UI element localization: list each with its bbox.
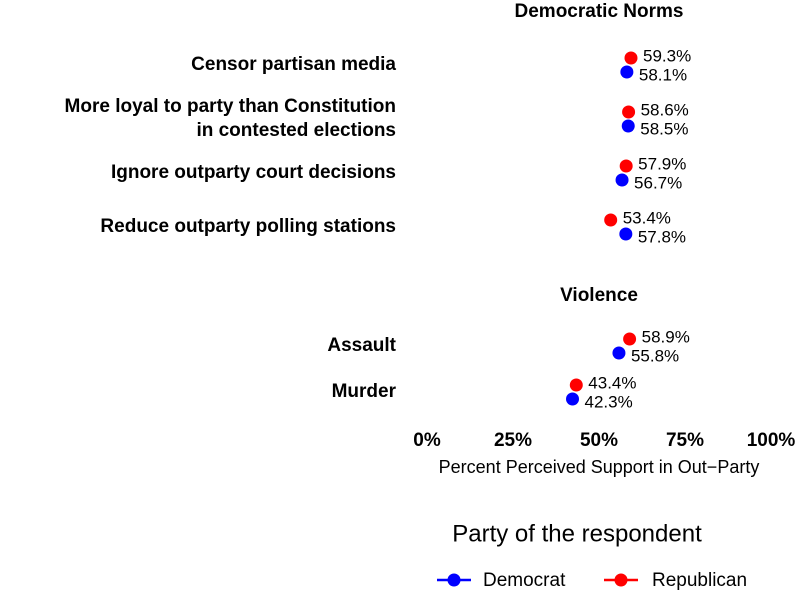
republican-point bbox=[624, 51, 638, 65]
democrat-point bbox=[621, 119, 635, 133]
republican-value-label: 58.6% bbox=[641, 100, 689, 119]
republican-point bbox=[623, 332, 637, 346]
republican-value-label: 58.9% bbox=[642, 327, 690, 346]
republican-value-label: 43.4% bbox=[588, 373, 636, 392]
republican-point bbox=[622, 105, 636, 119]
democrat-legend-marker bbox=[447, 573, 461, 587]
democrat-point bbox=[615, 173, 629, 187]
legend-title: Party of the respondent bbox=[452, 520, 702, 547]
democrat-value-label: 56.7% bbox=[634, 173, 682, 192]
republican-point bbox=[619, 159, 633, 173]
category-label: in contested elections bbox=[196, 120, 396, 141]
category-label: Censor partisan media bbox=[191, 54, 396, 75]
republican-point bbox=[604, 213, 618, 227]
republican-value-label: 53.4% bbox=[623, 208, 671, 227]
category-label: Reduce outparty polling stations bbox=[100, 216, 396, 237]
category-label: Ignore outparty court decisions bbox=[111, 162, 396, 183]
democrat-point bbox=[619, 227, 633, 241]
x-tick-label: 50% bbox=[580, 430, 618, 451]
republican-point bbox=[569, 378, 583, 392]
republican-legend-label: Republican bbox=[652, 570, 747, 591]
category-label: More loyal to party than Constitution bbox=[65, 96, 396, 117]
democrat-value-label: 58.5% bbox=[640, 119, 688, 138]
democrat-point bbox=[566, 392, 580, 406]
democrat-value-label: 55.8% bbox=[631, 346, 679, 365]
x-tick-label: 100% bbox=[747, 430, 796, 451]
x-tick-label: 25% bbox=[494, 430, 532, 451]
x-axis-title: Percent Perceived Support in Out−Party bbox=[439, 457, 760, 477]
democrat-value-label: 42.3% bbox=[585, 392, 633, 411]
section-title: Democratic Norms bbox=[515, 1, 684, 22]
category-label: Murder bbox=[332, 381, 397, 402]
democrat-point bbox=[620, 65, 634, 79]
x-tick-label: 0% bbox=[413, 430, 441, 451]
x-tick-label: 75% bbox=[666, 430, 704, 451]
republican-legend-marker bbox=[614, 573, 628, 587]
republican-value-label: 59.3% bbox=[643, 46, 691, 65]
democrat-legend-label: Democrat bbox=[483, 570, 566, 591]
democrat-value-label: 58.1% bbox=[639, 65, 687, 84]
democrat-point bbox=[612, 346, 626, 360]
republican-value-label: 57.9% bbox=[638, 154, 686, 173]
category-label: Assault bbox=[327, 335, 396, 356]
section-title: Violence bbox=[560, 285, 638, 306]
democrat-value-label: 57.8% bbox=[638, 227, 686, 246]
